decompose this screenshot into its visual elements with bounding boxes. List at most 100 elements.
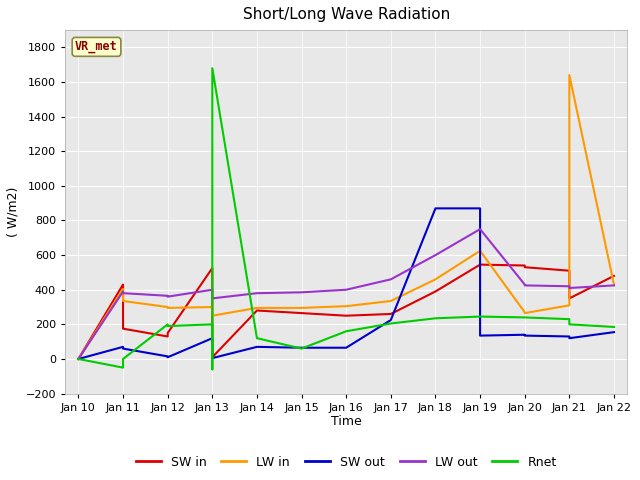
SW out [119, 344, 127, 350]
LW in [209, 313, 216, 319]
LW in [431, 276, 439, 282]
Rnet [342, 328, 350, 334]
LW in [164, 304, 172, 310]
SW out [387, 317, 395, 323]
Line: LW out: LW out [79, 229, 614, 359]
Rnet [209, 367, 216, 372]
SW in [610, 273, 618, 279]
Title: Short/Long Wave Radiation: Short/Long Wave Radiation [243, 7, 450, 22]
LW out [164, 294, 172, 300]
LW out [476, 226, 484, 232]
LW out [253, 290, 260, 296]
LW in [521, 309, 529, 315]
SW out [610, 329, 618, 335]
LW in [342, 303, 350, 309]
SW out [298, 345, 305, 350]
LW in [75, 356, 83, 362]
Line: LW in: LW in [79, 75, 614, 359]
SW in [209, 354, 216, 360]
LW in [209, 304, 216, 310]
LW in [119, 286, 127, 292]
Rnet [521, 314, 529, 320]
LW in [164, 305, 172, 311]
X-axis label: Time: Time [331, 415, 362, 429]
SW in [431, 288, 439, 294]
LW in [610, 282, 618, 288]
SW out [476, 333, 484, 338]
SW in [119, 282, 127, 288]
SW in [298, 310, 305, 316]
SW in [342, 313, 350, 319]
LW out [476, 226, 484, 232]
SW out [253, 344, 260, 350]
LW in [566, 72, 573, 78]
SW out [209, 355, 216, 361]
Rnet [75, 356, 83, 362]
Rnet [566, 322, 573, 327]
Rnet [253, 336, 260, 341]
SW in [75, 356, 83, 362]
LW in [476, 248, 484, 253]
Rnet [610, 324, 618, 330]
LW in [298, 305, 305, 311]
LW out [610, 283, 618, 288]
LW out [119, 290, 127, 296]
Legend: SW in, LW in, SW out, LW out, Rnet: SW in, LW in, SW out, LW out, Rnet [131, 451, 562, 474]
Rnet [521, 314, 529, 320]
SW out [521, 333, 529, 338]
LW out [209, 296, 216, 301]
SW out [209, 336, 216, 341]
LW out [209, 287, 216, 293]
LW out [566, 285, 573, 291]
LW out [298, 289, 305, 295]
Text: VR_met: VR_met [75, 40, 118, 53]
LW out [521, 282, 529, 288]
LW out [342, 287, 350, 293]
Rnet [387, 321, 395, 326]
LW in [566, 302, 573, 308]
SW out [164, 354, 172, 360]
LW out [119, 288, 127, 294]
SW in [387, 311, 395, 317]
SW out [119, 346, 127, 351]
SW out [431, 205, 439, 211]
SW in [566, 296, 573, 301]
SW in [119, 326, 127, 332]
Rnet [476, 314, 484, 320]
Line: Rnet: Rnet [79, 68, 614, 370]
SW in [164, 334, 172, 339]
SW in [521, 263, 529, 268]
SW in [476, 262, 484, 267]
SW out [521, 332, 529, 337]
Rnet [298, 346, 305, 351]
SW out [75, 356, 83, 362]
Rnet [119, 365, 127, 371]
LW out [521, 283, 529, 288]
SW out [566, 334, 573, 339]
LW in [521, 310, 529, 316]
Rnet [119, 356, 127, 362]
LW out [164, 293, 172, 299]
LW out [209, 288, 216, 294]
SW out [209, 350, 216, 356]
LW out [431, 252, 439, 258]
SW in [164, 330, 172, 336]
SW out [164, 353, 172, 359]
LW in [253, 305, 260, 311]
Rnet [209, 322, 216, 327]
SW out [476, 205, 484, 211]
Rnet [164, 322, 172, 327]
LW in [476, 248, 484, 253]
LW out [75, 356, 83, 362]
SW out [566, 336, 573, 341]
SW in [521, 264, 529, 270]
SW out [342, 345, 350, 350]
LW in [387, 298, 395, 304]
Line: SW out: SW out [79, 208, 614, 359]
Line: SW in: SW in [79, 264, 614, 359]
Y-axis label: ( W/m2): ( W/m2) [7, 187, 20, 237]
Rnet [209, 65, 216, 71]
Rnet [431, 315, 439, 321]
SW in [566, 268, 573, 274]
Rnet [164, 323, 172, 329]
